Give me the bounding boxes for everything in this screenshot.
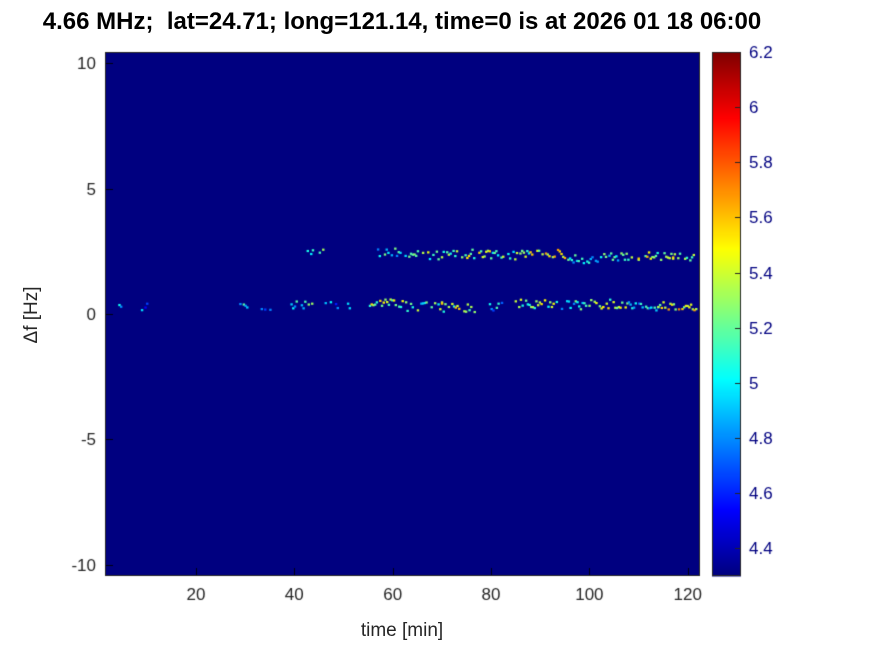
chart-title: 4.66 MHz; lat=24.71; long=121.14, time=0… [42, 8, 762, 35]
x-axis-label: time [min] [360, 620, 444, 641]
y-axis-label: Δf [Hz] [21, 286, 42, 344]
